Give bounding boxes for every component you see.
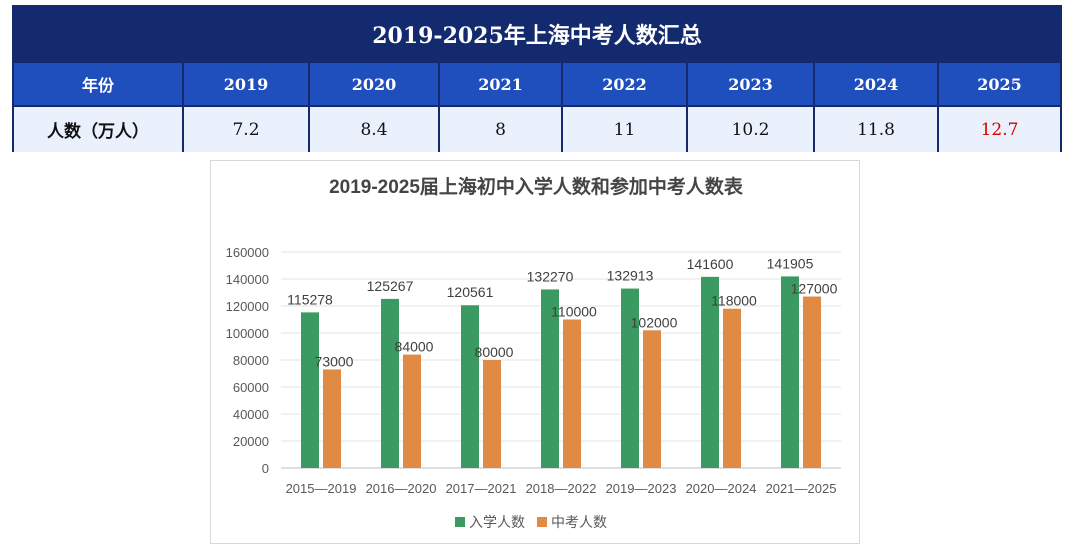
y-tick-label: 120000 [226,299,269,314]
data-label-enrollment: 141600 [687,256,734,272]
data-label-enrollment: 132270 [527,268,574,284]
year-cell: 2025 [937,63,1060,105]
y-tick-label: 60000 [233,380,269,395]
y-tick-label: 80000 [233,353,269,368]
bar-enrollment [381,298,399,468]
table-values-row: 人数（万人） 7.2 8.4 8 11 10.2 11.8 12.7 [14,105,1060,152]
data-label-exam: 80000 [475,344,514,360]
value-cell: 7.2 [182,107,308,152]
data-label-exam: 127000 [791,281,838,297]
year-cell: 2024 [813,63,937,105]
bar-exam [643,330,661,468]
data-label-enrollment: 141905 [767,255,814,271]
y-tick-label: 20000 [233,434,269,449]
bar-enrollment [461,305,479,468]
x-tick-label: 2019—2023 [606,481,677,496]
data-label-enrollment: 132913 [607,268,654,284]
year-cell: 2019 [182,63,308,105]
x-tick-label: 2018—2022 [526,481,597,496]
data-label-exam: 118000 [711,293,757,309]
value-cell-highlight: 12.7 [937,107,1060,152]
data-label-exam: 73000 [315,353,354,369]
data-label-enrollment: 120561 [447,284,494,300]
bar-exam [403,354,421,468]
value-cell: 10.2 [686,107,813,152]
bar-exam [563,319,581,468]
year-cell: 2021 [438,63,561,105]
value-cell: 11.8 [813,107,937,152]
legend-label-exam: 中考人数 [551,514,607,530]
bar-chart: 2019-2025届上海初中入学人数和参加中考人数表 0 20000 40000 600… [226,175,841,530]
bar-enrollment [781,276,799,468]
row-label-cell: 人数（万人） [47,122,149,142]
data-label-enrollment: 115278 [287,291,333,307]
table-header-row: 年份 2019 2020 2021 2022 2023 2024 2025 [14,61,1060,105]
y-tick-label: 0 [262,461,269,476]
bar-exam [803,296,821,468]
data-label-exam: 110000 [551,304,597,320]
table-title: 2019-2025年上海中考人数汇总 [14,7,1060,61]
data-label-enrollment: 125267 [367,278,414,294]
legend-swatch-enrollment [455,517,465,527]
bar-exam [323,369,341,468]
y-tick-label: 140000 [226,272,269,287]
x-tick-label: 2017—2021 [446,481,517,496]
chart-title: 2019-2025届上海初中入学人数和参加中考人数表 [329,175,744,198]
header-label-cell: 年份 [81,76,114,95]
x-tick-label: 2015—2019 [286,481,357,496]
bar-enrollment [621,288,639,468]
bar-enrollment [541,289,559,468]
y-tick-label: 100000 [226,326,269,341]
summary-table: 2019-2025年上海中考人数汇总 年份 2019 2020 2021 202… [12,5,1062,152]
value-cell: 11 [561,107,686,152]
bar-enrollment [701,276,719,468]
value-cell: 8.4 [308,107,438,152]
year-cell: 2022 [561,63,686,105]
y-tick-label: 160000 [226,245,269,260]
x-tick-label: 2016—2020 [366,481,437,496]
bar-exam [723,308,741,468]
data-label-exam: 84000 [395,339,434,355]
value-cell: 8 [438,107,561,152]
year-cell: 2023 [686,63,813,105]
year-cell: 2020 [308,63,438,105]
data-label-exam: 102000 [631,314,678,330]
bar-enrollment [301,312,319,468]
legend-swatch-exam [537,517,547,527]
legend-label-enrollment: 入学人数 [469,514,525,530]
bar-exam [483,360,501,468]
bar-chart-container: 2019-2025届上海初中入学人数和参加中考人数表 0 20000 40000 600… [210,160,860,544]
y-tick-label: 40000 [233,407,269,422]
x-tick-label: 2020—2024 [686,481,757,496]
x-tick-label: 2021—2025 [766,481,837,496]
